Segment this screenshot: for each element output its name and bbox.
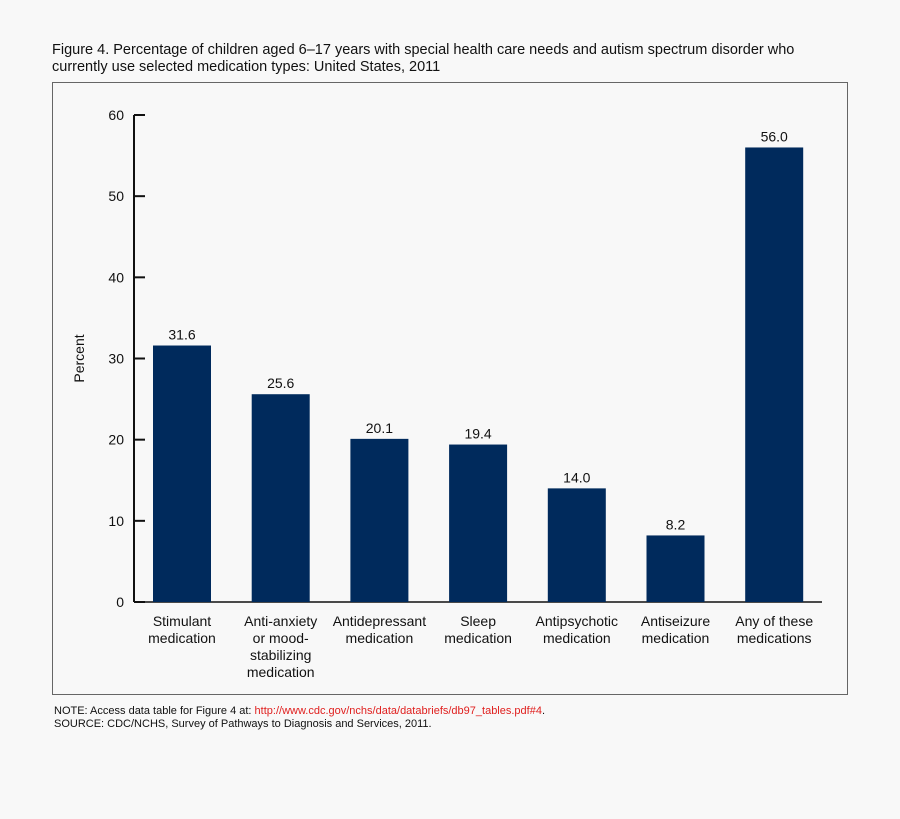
y-tick-label: 20	[108, 432, 124, 448]
y-tick-label: 10	[108, 513, 124, 529]
data-label: 14.0	[563, 469, 590, 485]
x-tick-label: medication	[444, 630, 512, 646]
y-tick-label: 60	[108, 107, 124, 123]
x-tick-label: medications	[737, 630, 812, 646]
bar	[153, 345, 211, 602]
x-tick-label: Any of these	[735, 613, 813, 629]
data-label: 8.2	[666, 516, 686, 532]
x-tick-label: medication	[346, 630, 414, 646]
x-tick-label: stabilizing	[250, 647, 311, 663]
y-tick-label: 50	[108, 188, 124, 204]
x-tick-label: or mood-	[253, 630, 309, 646]
data-label: 31.6	[168, 327, 195, 343]
y-tick-label: 0	[116, 594, 124, 610]
note-suffix: .	[541, 705, 546, 717]
x-tick-label: medication	[247, 664, 315, 680]
bar	[251, 394, 310, 602]
x-tick-label: Antipsychotic	[536, 613, 618, 629]
y-axis-label: Percent	[71, 334, 87, 382]
x-tick-label: medication	[642, 630, 710, 646]
notes: NOTE: Access data table for Figure 4 at:…	[54, 705, 545, 731]
x-tick-label: Antiseizure	[641, 613, 710, 629]
x-tick-label: medication	[543, 630, 611, 646]
x-tick-label: Stimulant	[153, 613, 211, 629]
source-line: SOURCE: CDC/NCHS, Survey of Pathways to …	[54, 718, 432, 730]
x-tick-label: Anti-anxiety	[244, 613, 317, 629]
chart-title: Figure 4. Percentage of children aged 6–…	[52, 42, 795, 75]
note-line: NOTE: Access data table for Figure 4 at:…	[54, 705, 545, 718]
note-prefix: NOTE: Access data table for Figure 4 at:	[54, 705, 255, 717]
x-tick-label: Sleep	[460, 613, 496, 629]
bar	[646, 535, 705, 602]
data-table-link[interactable]: http://www.cdc.gov/nchs/data/databriefs/…	[254, 705, 542, 717]
x-tick-label: Antidepressant	[333, 613, 427, 629]
y-tick-label: 30	[108, 351, 124, 367]
bar	[449, 444, 508, 602]
bar	[350, 438, 409, 602]
data-label: 25.6	[267, 375, 294, 391]
data-label: 19.4	[464, 426, 491, 442]
chart-frame	[52, 82, 848, 695]
data-label: 20.1	[366, 420, 393, 436]
y-tick-label: 40	[108, 269, 124, 285]
data-label: 56.0	[761, 128, 788, 144]
bar	[745, 147, 804, 602]
x-tick-label: medication	[148, 630, 216, 646]
bar	[547, 488, 606, 602]
